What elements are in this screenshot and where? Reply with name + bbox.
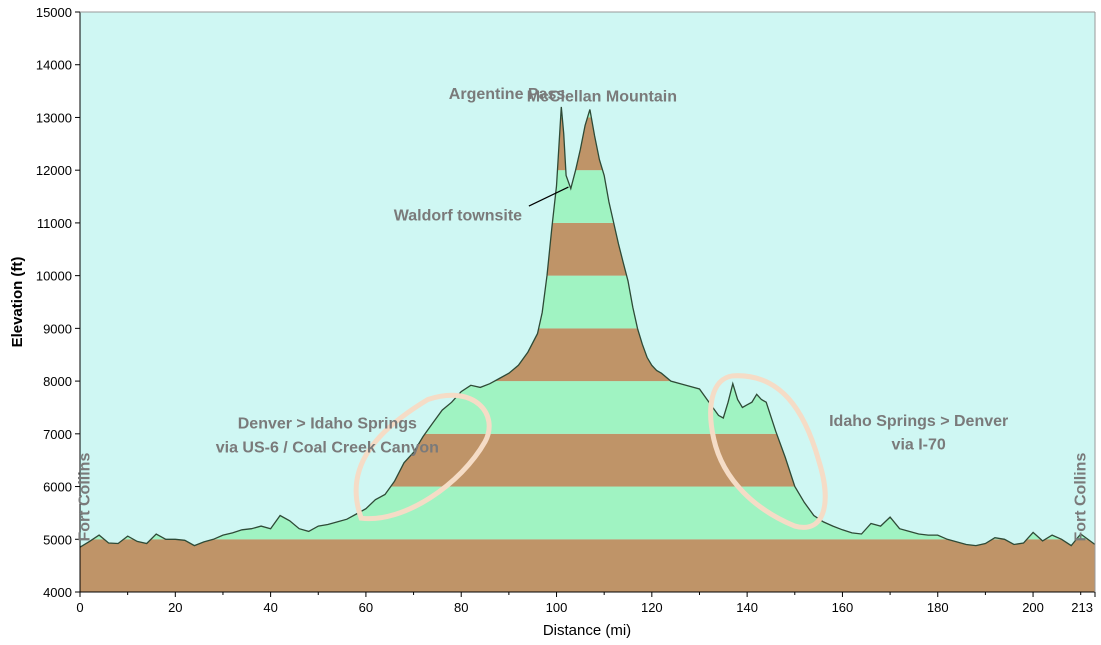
y-tick-label: 8000 <box>43 374 72 389</box>
x-tick-label: 80 <box>454 600 468 615</box>
annotation-label: McClellan Mountain <box>527 89 677 106</box>
y-tick-label: 12000 <box>36 163 72 178</box>
waldorf-townsite-leader-line <box>528 186 569 207</box>
y-tick-label: 9000 <box>43 321 72 336</box>
elevation-band <box>80 539 1095 592</box>
annotation-label: Waldorf townsite <box>394 208 522 225</box>
annotation-label: Argentine Pass <box>449 86 566 103</box>
y-tick-label: 7000 <box>43 427 72 442</box>
x-axis-label: Distance (mi) <box>543 622 631 639</box>
elevation-profile-line <box>79 106 1096 548</box>
us6-route-highlight <box>353 392 492 522</box>
x-tick-label: 0 <box>76 600 83 615</box>
annotation-label: via US-6 / Coal Creek Canyon <box>216 439 439 456</box>
y-tick-label: 6000 <box>43 480 72 495</box>
x-tick-label: 60 <box>359 600 373 615</box>
y-tick-label: 15000 <box>36 5 72 20</box>
y-tick-label: 14000 <box>36 58 72 73</box>
tick-labels: 4000 5000 6000 7000 8000 9000 10000 11000 12000 1… <box>36 5 1093 615</box>
x-tick-label: 160 <box>832 600 854 615</box>
annotation-label: Idaho Springs > Denver <box>829 413 1008 430</box>
x-tick-label: 100 <box>546 600 568 615</box>
y-tick-label: 13000 <box>36 110 72 125</box>
annotation-fort-collins: Fort Collins <box>77 453 94 542</box>
axes <box>75 11 1096 597</box>
x-tick-label: 20 <box>168 600 182 615</box>
annotation-label: via I-70 <box>892 437 946 454</box>
y-tick-label: 4000 <box>43 585 72 600</box>
y-tick-label: 5000 <box>43 532 72 547</box>
x-tick-label: 120 <box>641 600 663 615</box>
annotation-fort-collins: Fort Collins <box>1072 453 1089 542</box>
i70-route-highlight <box>708 373 828 530</box>
route-highlights <box>353 373 828 530</box>
x-tick-label: 180 <box>927 600 949 615</box>
x-tick-label: 213 <box>1071 600 1093 615</box>
x-tick-label: 40 <box>263 600 277 615</box>
y-tick-label: 11000 <box>37 216 72 231</box>
y-axis-label: Elevation (ft) <box>9 257 26 348</box>
y-tick-label: 10000 <box>36 269 72 284</box>
x-tick-label: 140 <box>736 600 758 615</box>
x-tick-label: 200 <box>1022 600 1044 615</box>
annotation-label: Denver > Idaho Springs <box>238 416 417 433</box>
